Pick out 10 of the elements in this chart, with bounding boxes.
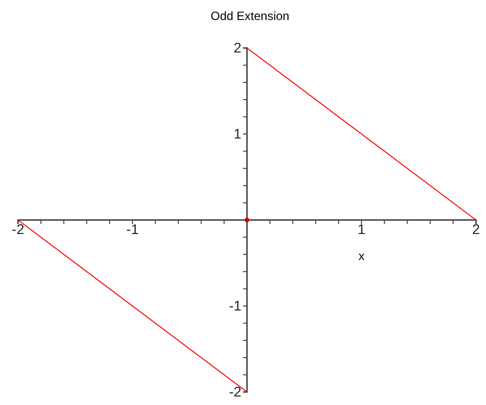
y-tick-label: 1 <box>234 125 242 142</box>
x-tick-label: -1 <box>126 221 139 237</box>
y-tick-label: -2 <box>228 383 242 400</box>
x-tick-label: 2 <box>472 221 480 237</box>
x-tick-label: 1 <box>358 221 366 237</box>
x-axis-title: x <box>358 249 364 263</box>
y-tick-label: 2 <box>234 39 242 56</box>
x-tick-label: -2 <box>12 221 24 237</box>
chart-title: Odd Extension <box>210 9 290 23</box>
y-tick-label: -1 <box>228 297 242 314</box>
